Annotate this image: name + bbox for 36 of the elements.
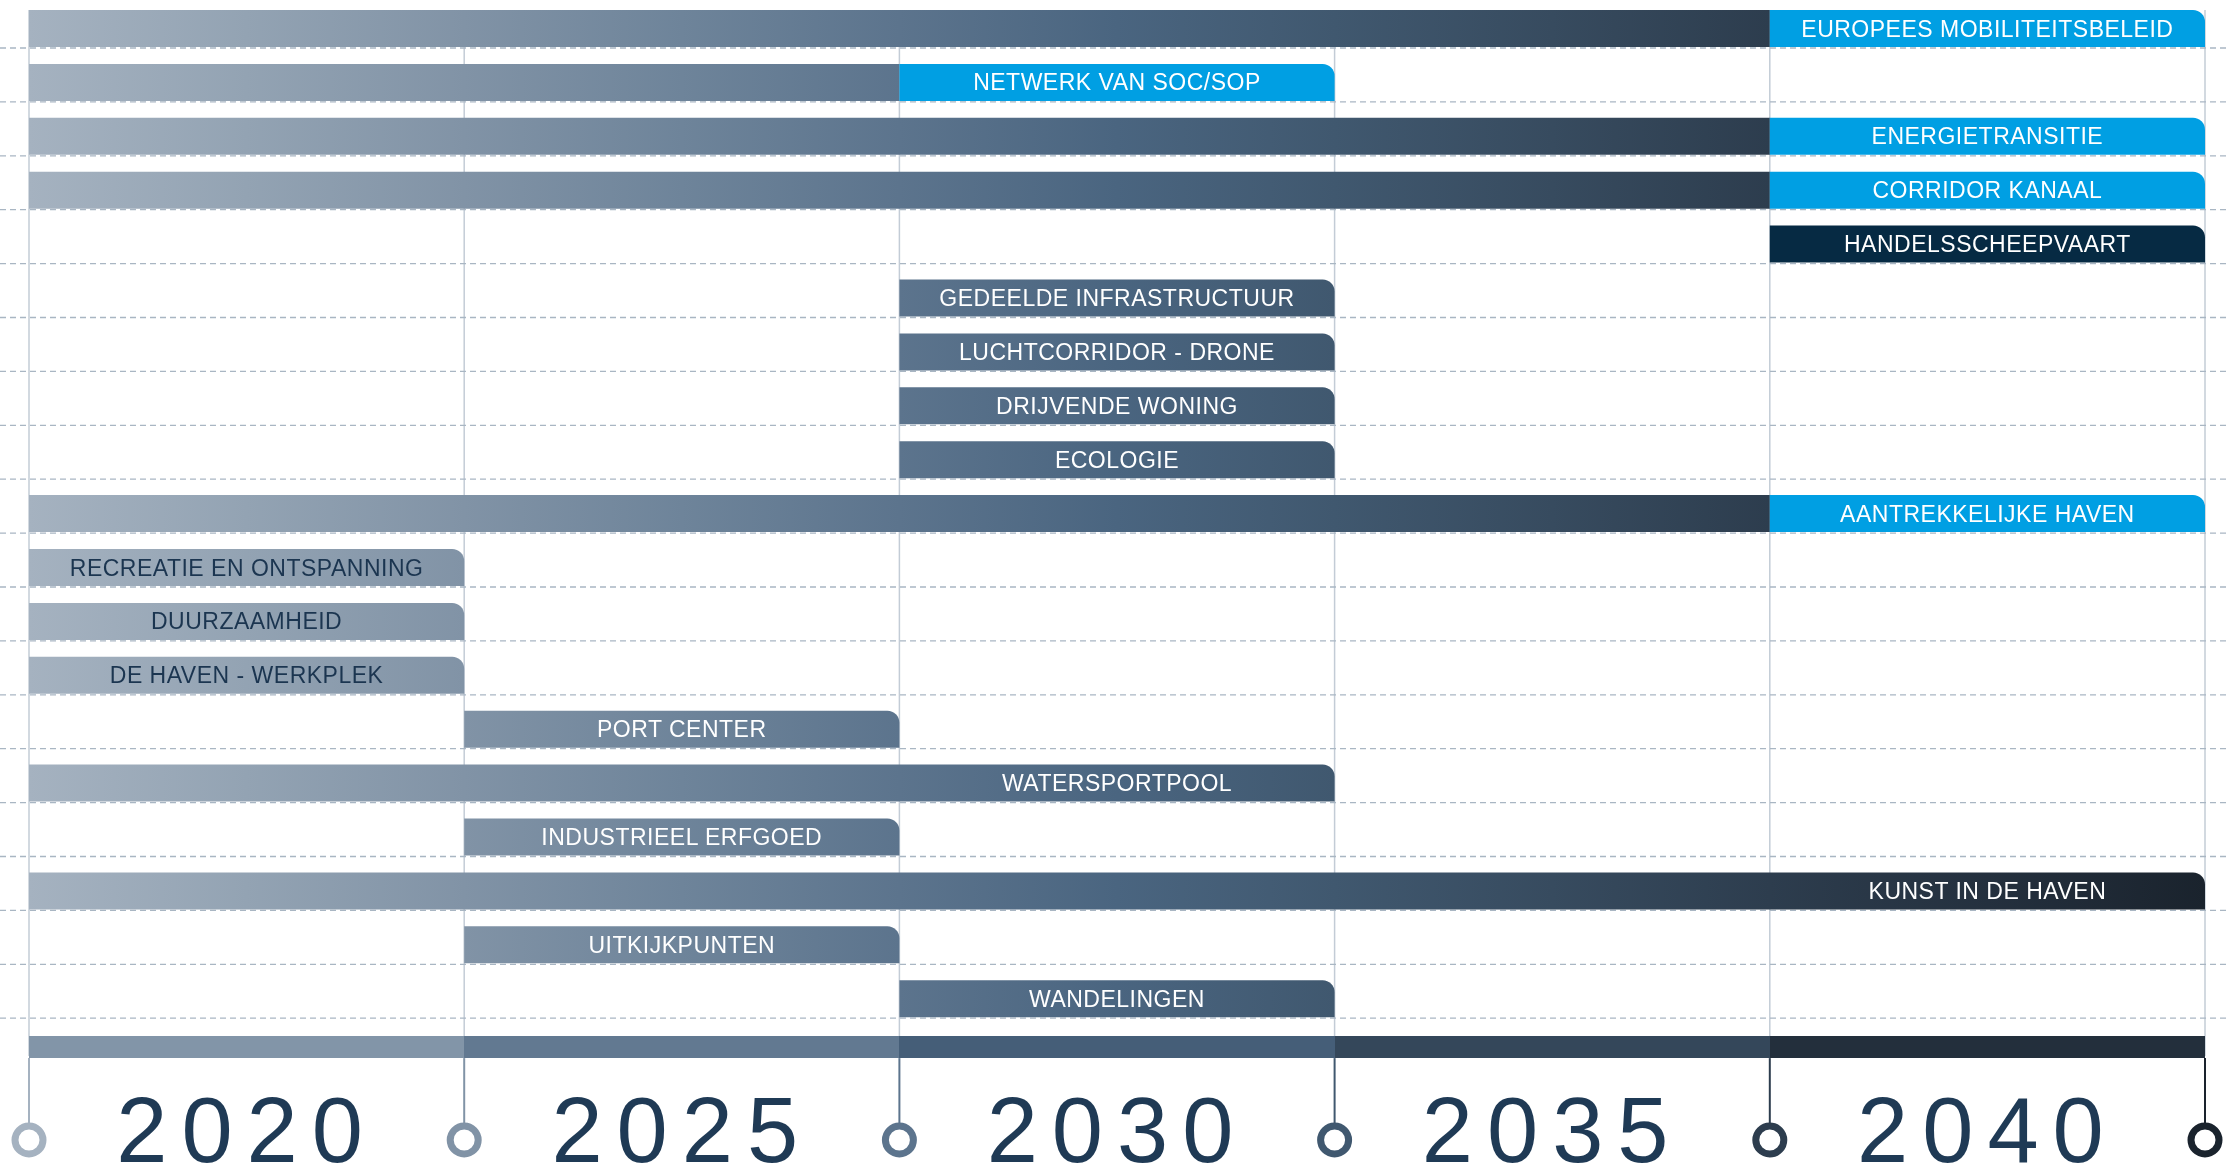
bar [29, 117, 1770, 155]
y-tick-label: EUROPEES MOBILITEITSBELEID [1801, 15, 2174, 42]
bar [464, 926, 900, 964]
x-tick-label: 2020 [116, 1079, 377, 1167]
y-tick-label: KUNST IN DE HAVEN [1868, 877, 2107, 904]
x-tick-label: 2035 [1421, 1079, 1683, 1167]
y-tick-label: NETWERK VAN SOC/SOP [973, 69, 1261, 96]
y-tick-label: DRIJVENDE WONING [996, 392, 1238, 419]
bar [29, 171, 1770, 209]
y-tick-label: HANDELSSCHEEPVAART [1844, 231, 2131, 258]
y-tick-label: PORT CENTER [597, 716, 767, 743]
y-tick-label: WANDELINGEN [1029, 985, 1205, 1012]
y-tick-label: DUURZAAMHEID [150, 608, 343, 635]
bar [29, 10, 1770, 47]
y-tick-label: AANTREKKELIJKE HAVEN [1840, 500, 2135, 527]
bar [29, 602, 465, 640]
bar [29, 63, 900, 101]
y-tick-label: UITKIJKPUNTEN [588, 931, 776, 958]
y-tick-label: LUCHTCORRIDOR - DRONE [959, 338, 1275, 365]
y-tick-label: CORRIDOR KANAAL [1872, 177, 2103, 204]
bar [899, 980, 1335, 1018]
bar [29, 872, 2205, 910]
y-tick-label: RECREATIE EN ONTSPANNING [69, 554, 424, 581]
bar [29, 764, 1335, 802]
bar [29, 495, 1770, 533]
y-tick-label: INDUSTRIEEL ERFGOED [541, 824, 823, 850]
y-tick-label: WATERSPORTPOOL [1001, 770, 1233, 797]
x-tick-label: 2040 [1857, 1079, 2118, 1167]
y-tick-label: ENERGIETRANSITIE [1871, 123, 2104, 150]
bar [464, 710, 900, 748]
x-tick-label: 2030 [986, 1079, 1248, 1167]
x-tick-label: 2025 [551, 1079, 813, 1167]
y-tick-label: ECOLOGIE [1054, 446, 1180, 473]
y-tick-label: DE HAVEN - WERKPLEK [109, 662, 384, 689]
bar [899, 441, 1335, 479]
y-tick-label: GEDEELDE INFRASTRUCTUUR [939, 285, 1295, 311]
